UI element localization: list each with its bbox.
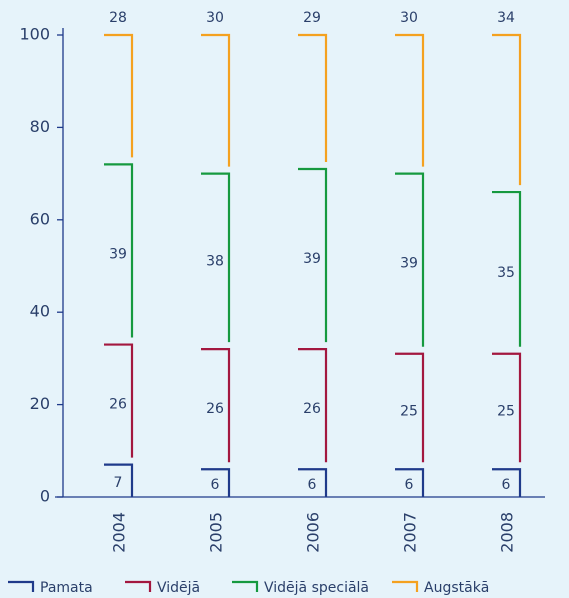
bracket-segment bbox=[104, 463, 134, 497]
y-tick-label: 100 bbox=[19, 25, 50, 44]
legend-label: Vidējā bbox=[157, 580, 200, 596]
value-label: 26 bbox=[206, 401, 224, 417]
value-label: 28 bbox=[109, 10, 127, 26]
bracket-segment bbox=[201, 348, 231, 463]
y-tick-label: 60 bbox=[30, 209, 50, 228]
value-label: 25 bbox=[400, 404, 418, 420]
value-label: 39 bbox=[303, 251, 321, 267]
value-label: 6 bbox=[211, 477, 220, 493]
bracket-segment bbox=[104, 163, 134, 338]
value-label: 35 bbox=[497, 265, 515, 281]
x-tick-label: 2007 bbox=[401, 512, 420, 553]
x-tick-label: 2005 bbox=[207, 512, 226, 553]
bracket-segment bbox=[395, 172, 425, 347]
value-label: 6 bbox=[308, 477, 317, 493]
bracket-segment bbox=[201, 172, 231, 343]
x-tick-label: 2006 bbox=[304, 512, 323, 553]
bracket-segment bbox=[104, 343, 134, 458]
bracket-segment bbox=[201, 468, 231, 497]
bracket-segment bbox=[201, 33, 231, 167]
bracket-segment bbox=[298, 468, 328, 497]
legend-swatch bbox=[232, 580, 259, 592]
bracket-segment bbox=[104, 33, 134, 158]
bracket-segment bbox=[492, 190, 522, 347]
x-tick-label: 2004 bbox=[110, 512, 129, 553]
value-label: 29 bbox=[303, 10, 321, 26]
bracket-segment bbox=[298, 348, 328, 463]
bracket-segment bbox=[395, 468, 425, 497]
legend-label: Pamata bbox=[40, 580, 93, 596]
value-label: 26 bbox=[109, 397, 127, 413]
value-label: 6 bbox=[405, 477, 414, 493]
bracket-segment bbox=[492, 468, 522, 497]
value-label: 34 bbox=[497, 10, 515, 26]
y-tick-label: 80 bbox=[30, 117, 50, 136]
value-label: 6 bbox=[502, 477, 511, 493]
value-label: 25 bbox=[497, 404, 515, 420]
value-label: 26 bbox=[303, 401, 321, 417]
bracket-segment bbox=[395, 352, 425, 463]
value-label: 30 bbox=[400, 10, 418, 26]
bracket-segment bbox=[298, 167, 328, 343]
legend-label: Vidējā speciālā bbox=[264, 580, 369, 596]
legend-swatch bbox=[392, 580, 419, 592]
y-tick-label: 20 bbox=[30, 394, 50, 413]
bracket-segment bbox=[395, 33, 425, 167]
bracket-segment bbox=[492, 352, 522, 463]
y-tick-label: 40 bbox=[30, 302, 50, 321]
value-label: 38 bbox=[206, 253, 224, 269]
legend-swatch bbox=[8, 580, 35, 592]
value-label: 39 bbox=[109, 246, 127, 262]
value-label: 30 bbox=[206, 10, 224, 26]
value-label: 39 bbox=[400, 256, 418, 272]
value-label: 7 bbox=[114, 475, 123, 491]
bracket-segment bbox=[298, 33, 328, 162]
y-tick-label: 0 bbox=[40, 487, 50, 506]
legend-label: Augstākā bbox=[424, 580, 489, 596]
legend-swatch bbox=[125, 580, 152, 592]
x-tick-label: 2008 bbox=[498, 512, 517, 553]
bracket-segment bbox=[492, 33, 522, 186]
